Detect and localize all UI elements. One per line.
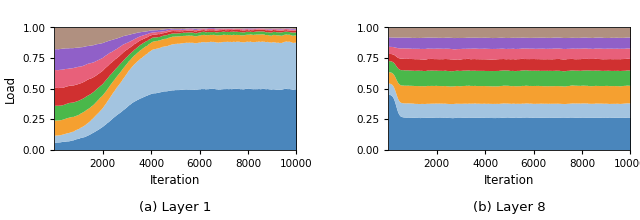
Y-axis label: Load: Load	[4, 75, 17, 103]
X-axis label: Iteration: Iteration	[484, 174, 534, 187]
X-axis label: Iteration: Iteration	[150, 174, 200, 187]
Text: (b) Layer 8: (b) Layer 8	[473, 201, 546, 214]
Text: (a) Layer 1: (a) Layer 1	[140, 201, 212, 214]
